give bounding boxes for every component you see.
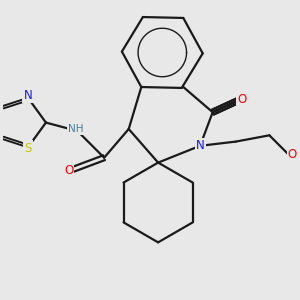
- Text: O: O: [288, 148, 297, 161]
- Text: N: N: [24, 89, 32, 102]
- Text: O: O: [237, 93, 247, 106]
- Text: O: O: [64, 164, 73, 177]
- Text: N: N: [196, 139, 205, 152]
- Text: S: S: [24, 142, 32, 155]
- Text: NH: NH: [68, 124, 83, 134]
